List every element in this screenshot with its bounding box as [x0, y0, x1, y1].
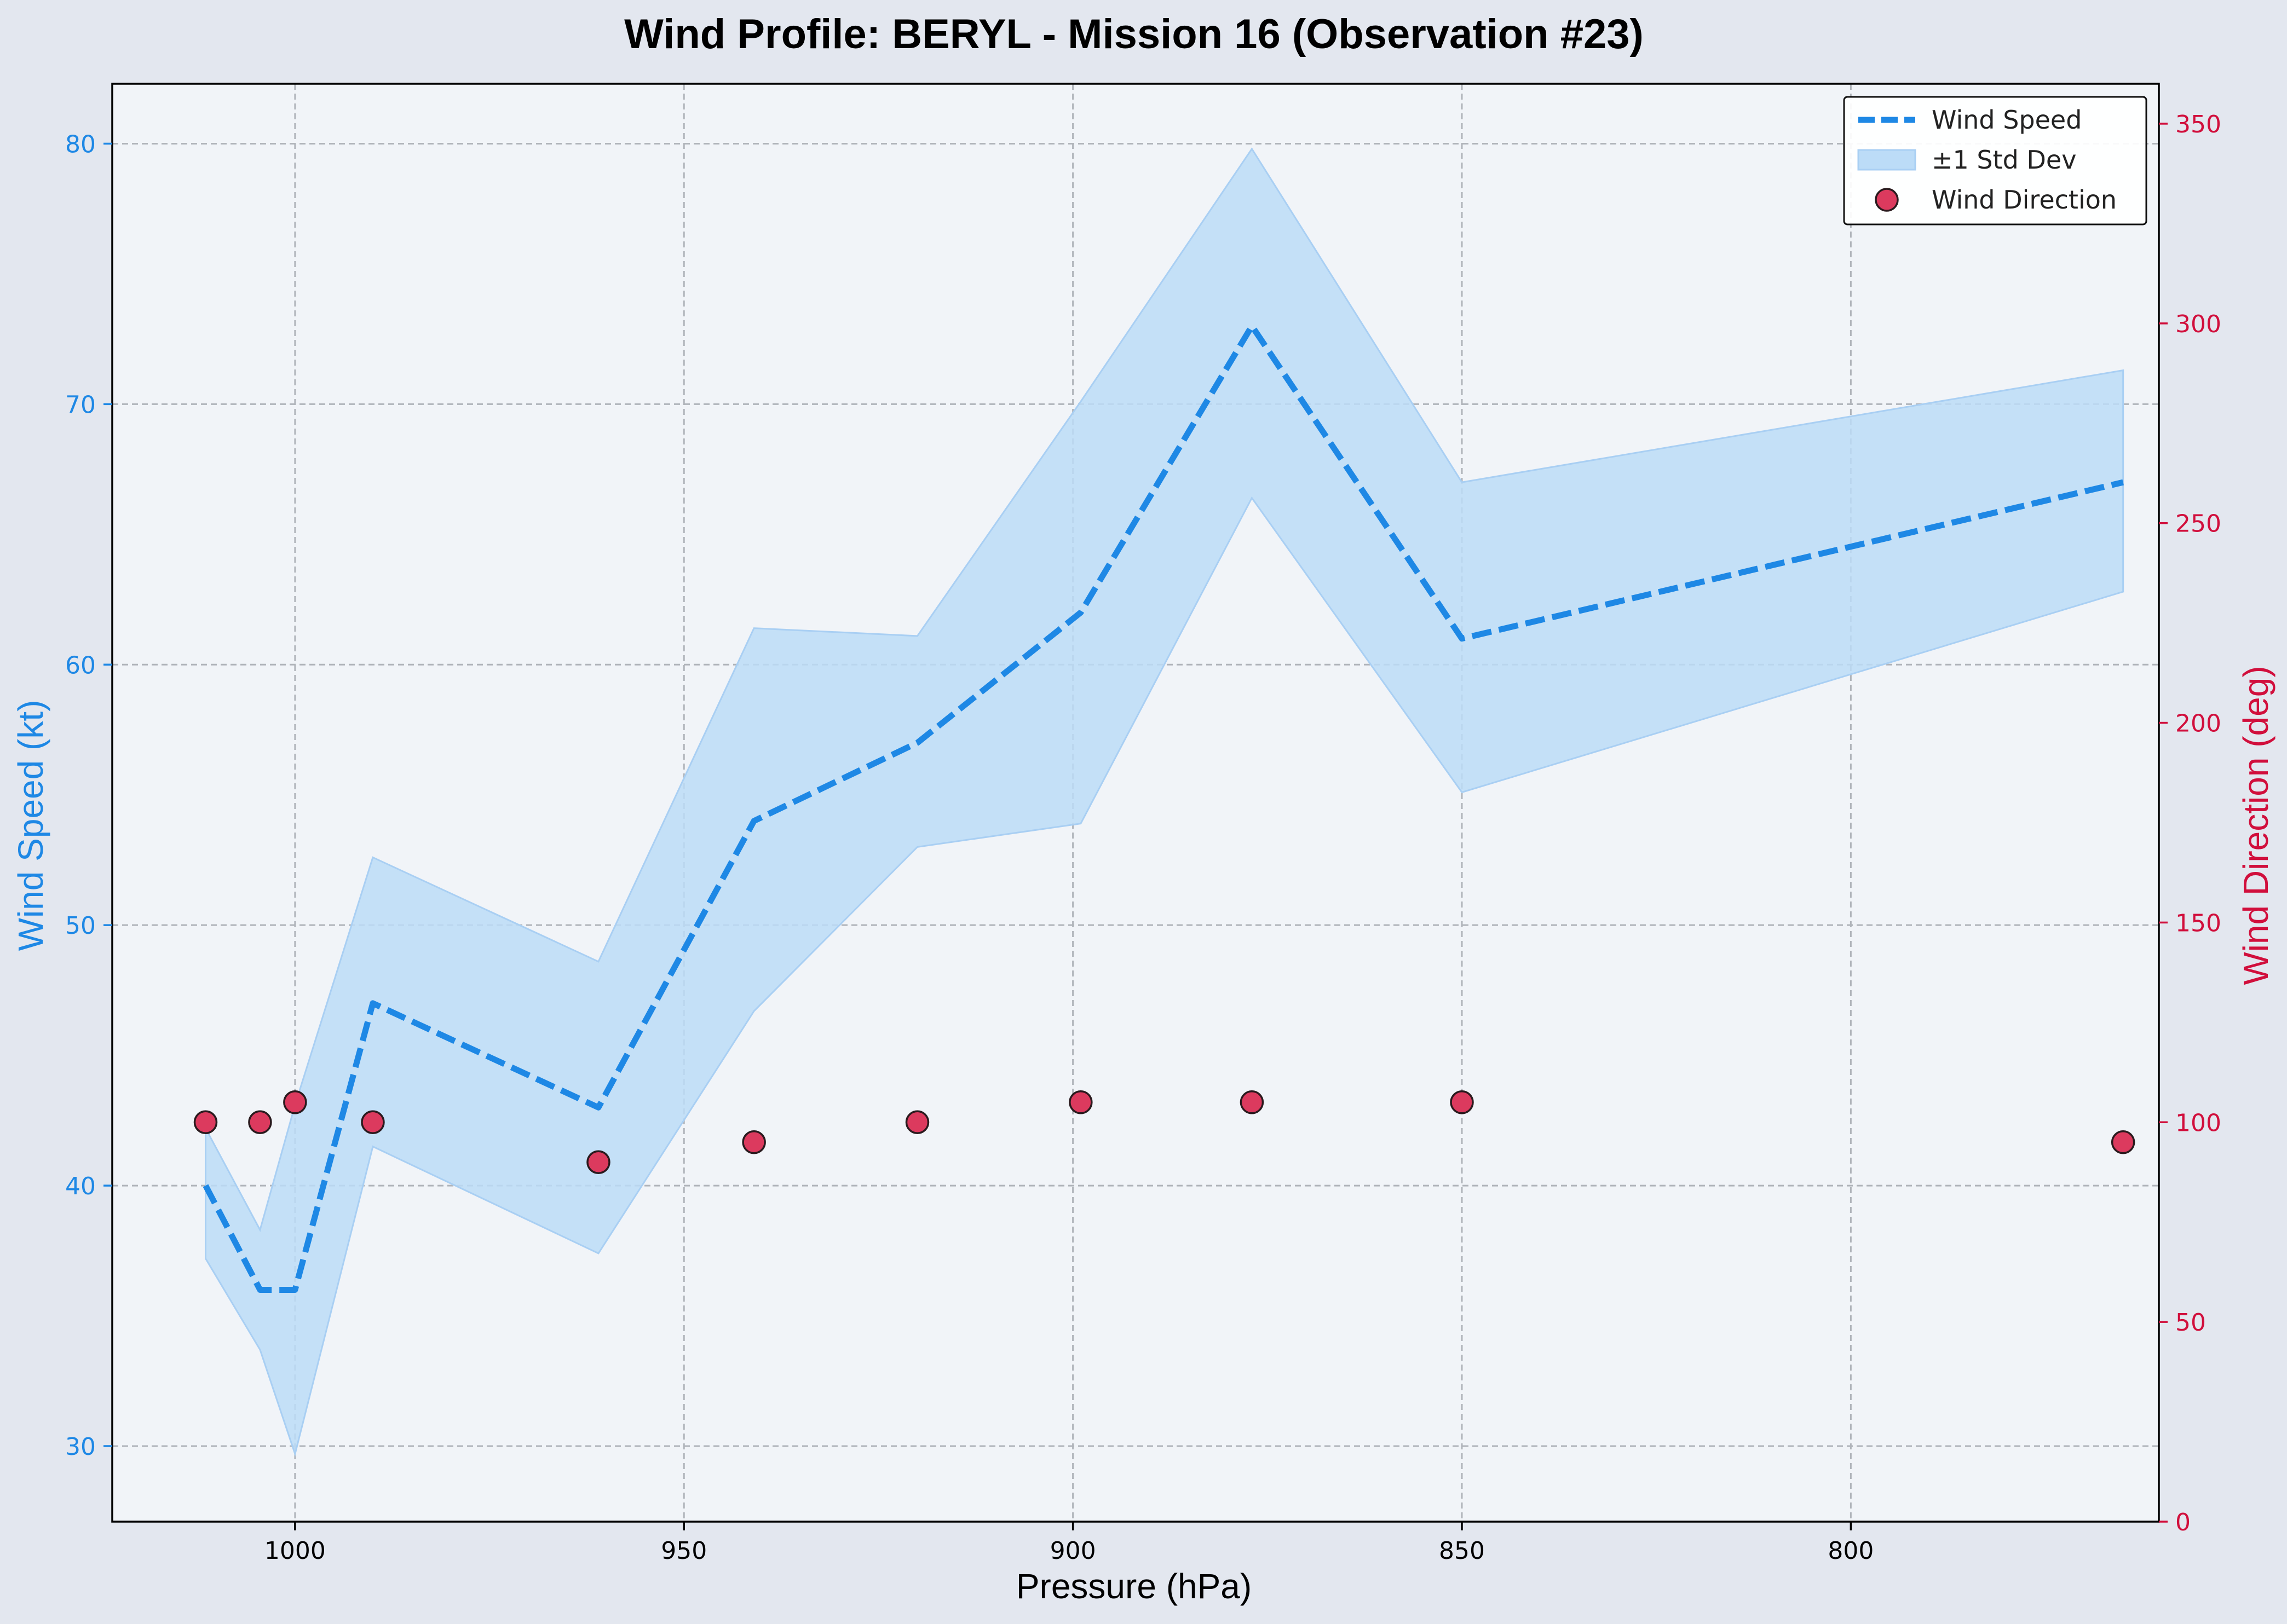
y-tick-label: 60: [65, 651, 96, 679]
chart-title: Wind Profile: BERYL - Mission 16 (Observ…: [624, 11, 1644, 57]
legend-box: [1843, 96, 2147, 226]
wind-direction-point: [1069, 1090, 1093, 1114]
legend-entry-wind-speed: Wind Speed: [1932, 105, 2082, 135]
y-tick-label: 80: [65, 130, 96, 158]
x-tick-label: 850: [1439, 1537, 1485, 1565]
legend-entry-std-dev: ±1 Std Dev: [1932, 145, 2076, 175]
legend-direction-swatch: [1875, 188, 1899, 212]
plot-background: [112, 84, 2159, 1522]
wind-direction-point: [905, 1110, 930, 1135]
wind-direction-point: [361, 1110, 385, 1135]
y2-tick-label: 350: [2175, 111, 2221, 138]
wind-direction-point: [1450, 1090, 1474, 1114]
y2-tick-label: 250: [2175, 510, 2221, 538]
y2-tick-label: 150: [2175, 909, 2221, 937]
wind-direction-point: [2111, 1130, 2135, 1154]
x-tick-label: 950: [661, 1537, 707, 1565]
plot-frame: [111, 83, 2160, 1523]
legend: Wind Speed ±1 Std Dev Wind Direction: [1843, 96, 2147, 226]
y2-tick-label: 0: [2175, 1509, 2191, 1536]
x-tick-label: 900: [1050, 1537, 1096, 1565]
wind-direction-point: [283, 1090, 307, 1114]
x-tick-label: 800: [1828, 1537, 1874, 1565]
std-dev-band: [204, 147, 2124, 1457]
wind-direction-point: [193, 1110, 218, 1135]
y2-axis-label: Wind Direction (deg): [2236, 666, 2276, 985]
y2-tick-label: 300: [2175, 310, 2221, 338]
y-tick-label: 40: [65, 1172, 96, 1200]
y2-tick-label: 100: [2175, 1109, 2221, 1137]
wind-direction-point: [248, 1110, 272, 1135]
x-tick-label: 1000: [264, 1537, 326, 1565]
plot-area: 1000 950 900 850 800304050607080050100150200…: [65, 83, 2221, 1565]
y-tick-label: 50: [65, 912, 96, 940]
y-tick-label: 30: [65, 1433, 96, 1461]
legend-band-swatch: [1857, 149, 1916, 171]
wind-direction-point: [586, 1150, 610, 1174]
legend-entry-wind-direction: Wind Direction: [1932, 185, 2117, 215]
wind-direction-point: [742, 1130, 766, 1154]
x-axis-label: Pressure (hPa): [1016, 1567, 1252, 1606]
y-tick-label: 70: [65, 391, 96, 419]
y2-tick-label: 200: [2175, 710, 2221, 738]
wind-direction-point: [1240, 1090, 1264, 1114]
y-axis-label: Wind Speed (kt): [11, 700, 50, 951]
wind-speed-line: [203, 323, 2124, 1293]
y2-tick-label: 50: [2175, 1309, 2206, 1337]
